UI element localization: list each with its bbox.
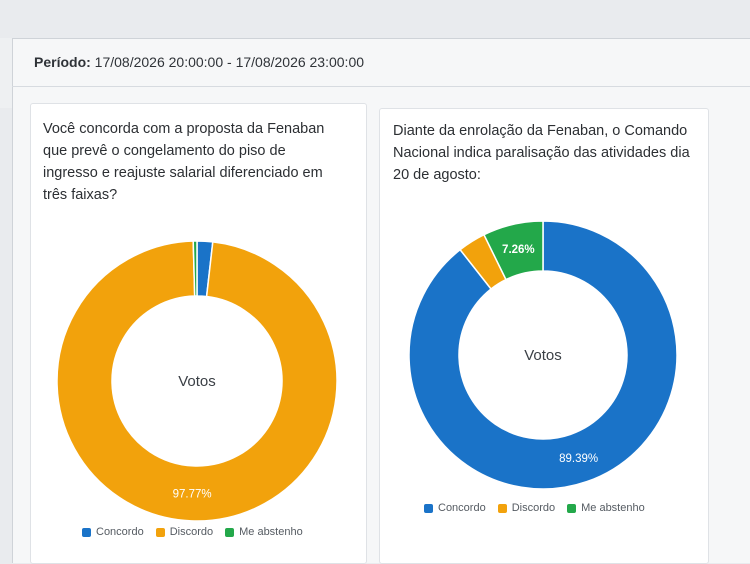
header-divider (12, 86, 750, 87)
period-header: Período: 17/08/2026 20:00:00 - 17/08/202… (34, 54, 364, 70)
donut-slice-abstenho[interactable] (482, 220, 544, 281)
poll-question-2: Diante da enrolação da Fenaban, o Comand… (393, 123, 690, 183)
legend-swatch-concordo (82, 527, 91, 537)
slice-value-label-abstenho: 7.26% (502, 244, 535, 256)
poll-question-1: Você concorda com a proposta da Fenaban … (43, 121, 325, 203)
donut-slice-discordo[interactable] (56, 240, 338, 522)
chart-legend-2: Concordo Discordo Me abstenho (424, 502, 645, 514)
legend-item-abstenho[interactable]: Me abstenho (225, 526, 303, 538)
period-label: Período: (34, 54, 91, 70)
slice-value-label-concordo: 89.39% (559, 453, 598, 465)
legend-label-concordo: Concordo (96, 526, 144, 538)
legend-item-abstenho[interactable]: Me abstenho (567, 502, 645, 514)
legend-swatch-concordo (424, 503, 433, 513)
donut-slice-concordo[interactable] (408, 220, 678, 490)
donut-center-label: Votos (178, 373, 216, 390)
legend-label-discordo: Discordo (169, 526, 214, 538)
legend-label-discordo: Discordo (511, 502, 556, 514)
legend-label-abstenho: Me abstenho (581, 502, 645, 514)
chart-legend-1: Concordo Discordo Me abstenho (82, 526, 303, 538)
legend-swatch-discordo (497, 503, 507, 513)
legend-label-abstenho: Me abstenho (239, 526, 303, 538)
slice-value-label-discordo: 97.77% (173, 488, 212, 500)
legend-item-discordo[interactable]: Discordo (497, 502, 556, 514)
legend-swatch-abstenho (225, 527, 235, 537)
legend-item-concordo[interactable]: Concordo (82, 526, 144, 538)
legend-item-concordo[interactable]: Concordo (424, 502, 486, 514)
legend-swatch-abstenho (567, 503, 577, 513)
donut-chart-1: 97.77% Votos (56, 240, 338, 522)
donut-slice-abstenho[interactable] (192, 240, 198, 297)
legend-swatch-discordo (155, 527, 165, 537)
legend-label-concordo: Concordo (438, 502, 486, 514)
donut-chart-2: 89.39% 7.26% Votos (408, 220, 678, 490)
period-value: 17/08/2026 20:00:00 - 17/08/2026 23:00:0… (94, 54, 365, 70)
legend-item-discordo[interactable]: Discordo (155, 526, 214, 538)
donut-center-label: Votos (524, 347, 562, 364)
